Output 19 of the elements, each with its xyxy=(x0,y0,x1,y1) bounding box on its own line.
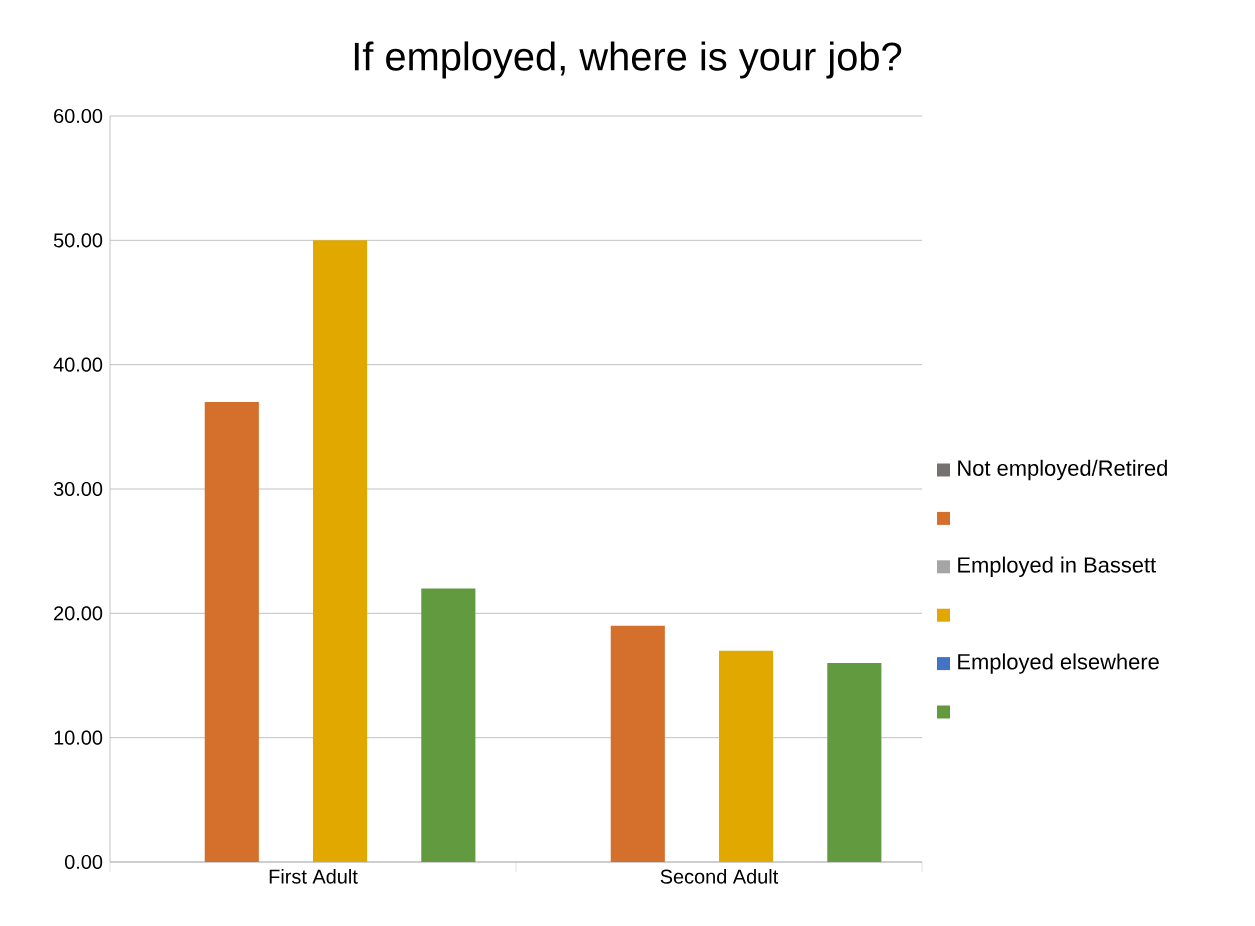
y-tick-label: 20.00 xyxy=(54,606,103,621)
bar xyxy=(204,401,259,862)
bar xyxy=(827,663,882,862)
x-tick-label: Second Adult xyxy=(660,869,779,884)
y-tick-label: 60.00 xyxy=(54,108,103,124)
y-tick-label: 10.00 xyxy=(54,730,103,745)
bar xyxy=(610,625,665,862)
y-tick-label: 0.00 xyxy=(64,854,103,870)
x-tick-label: First Adult xyxy=(269,869,358,884)
bar xyxy=(313,240,368,862)
y-tick-label: 40.00 xyxy=(53,357,103,372)
bar xyxy=(421,588,476,862)
y-tick-label: 50.00 xyxy=(53,233,103,248)
y-tick-label: 30.00 xyxy=(53,481,103,497)
bar xyxy=(719,650,774,862)
legend-label: Employed in Bassett xyxy=(958,556,1157,577)
chart-title: If employed, where is your job? xyxy=(354,41,902,79)
legend-label: Employed elsewhere xyxy=(958,653,1159,674)
legend-label: Not employed/Retired xyxy=(958,459,1167,481)
